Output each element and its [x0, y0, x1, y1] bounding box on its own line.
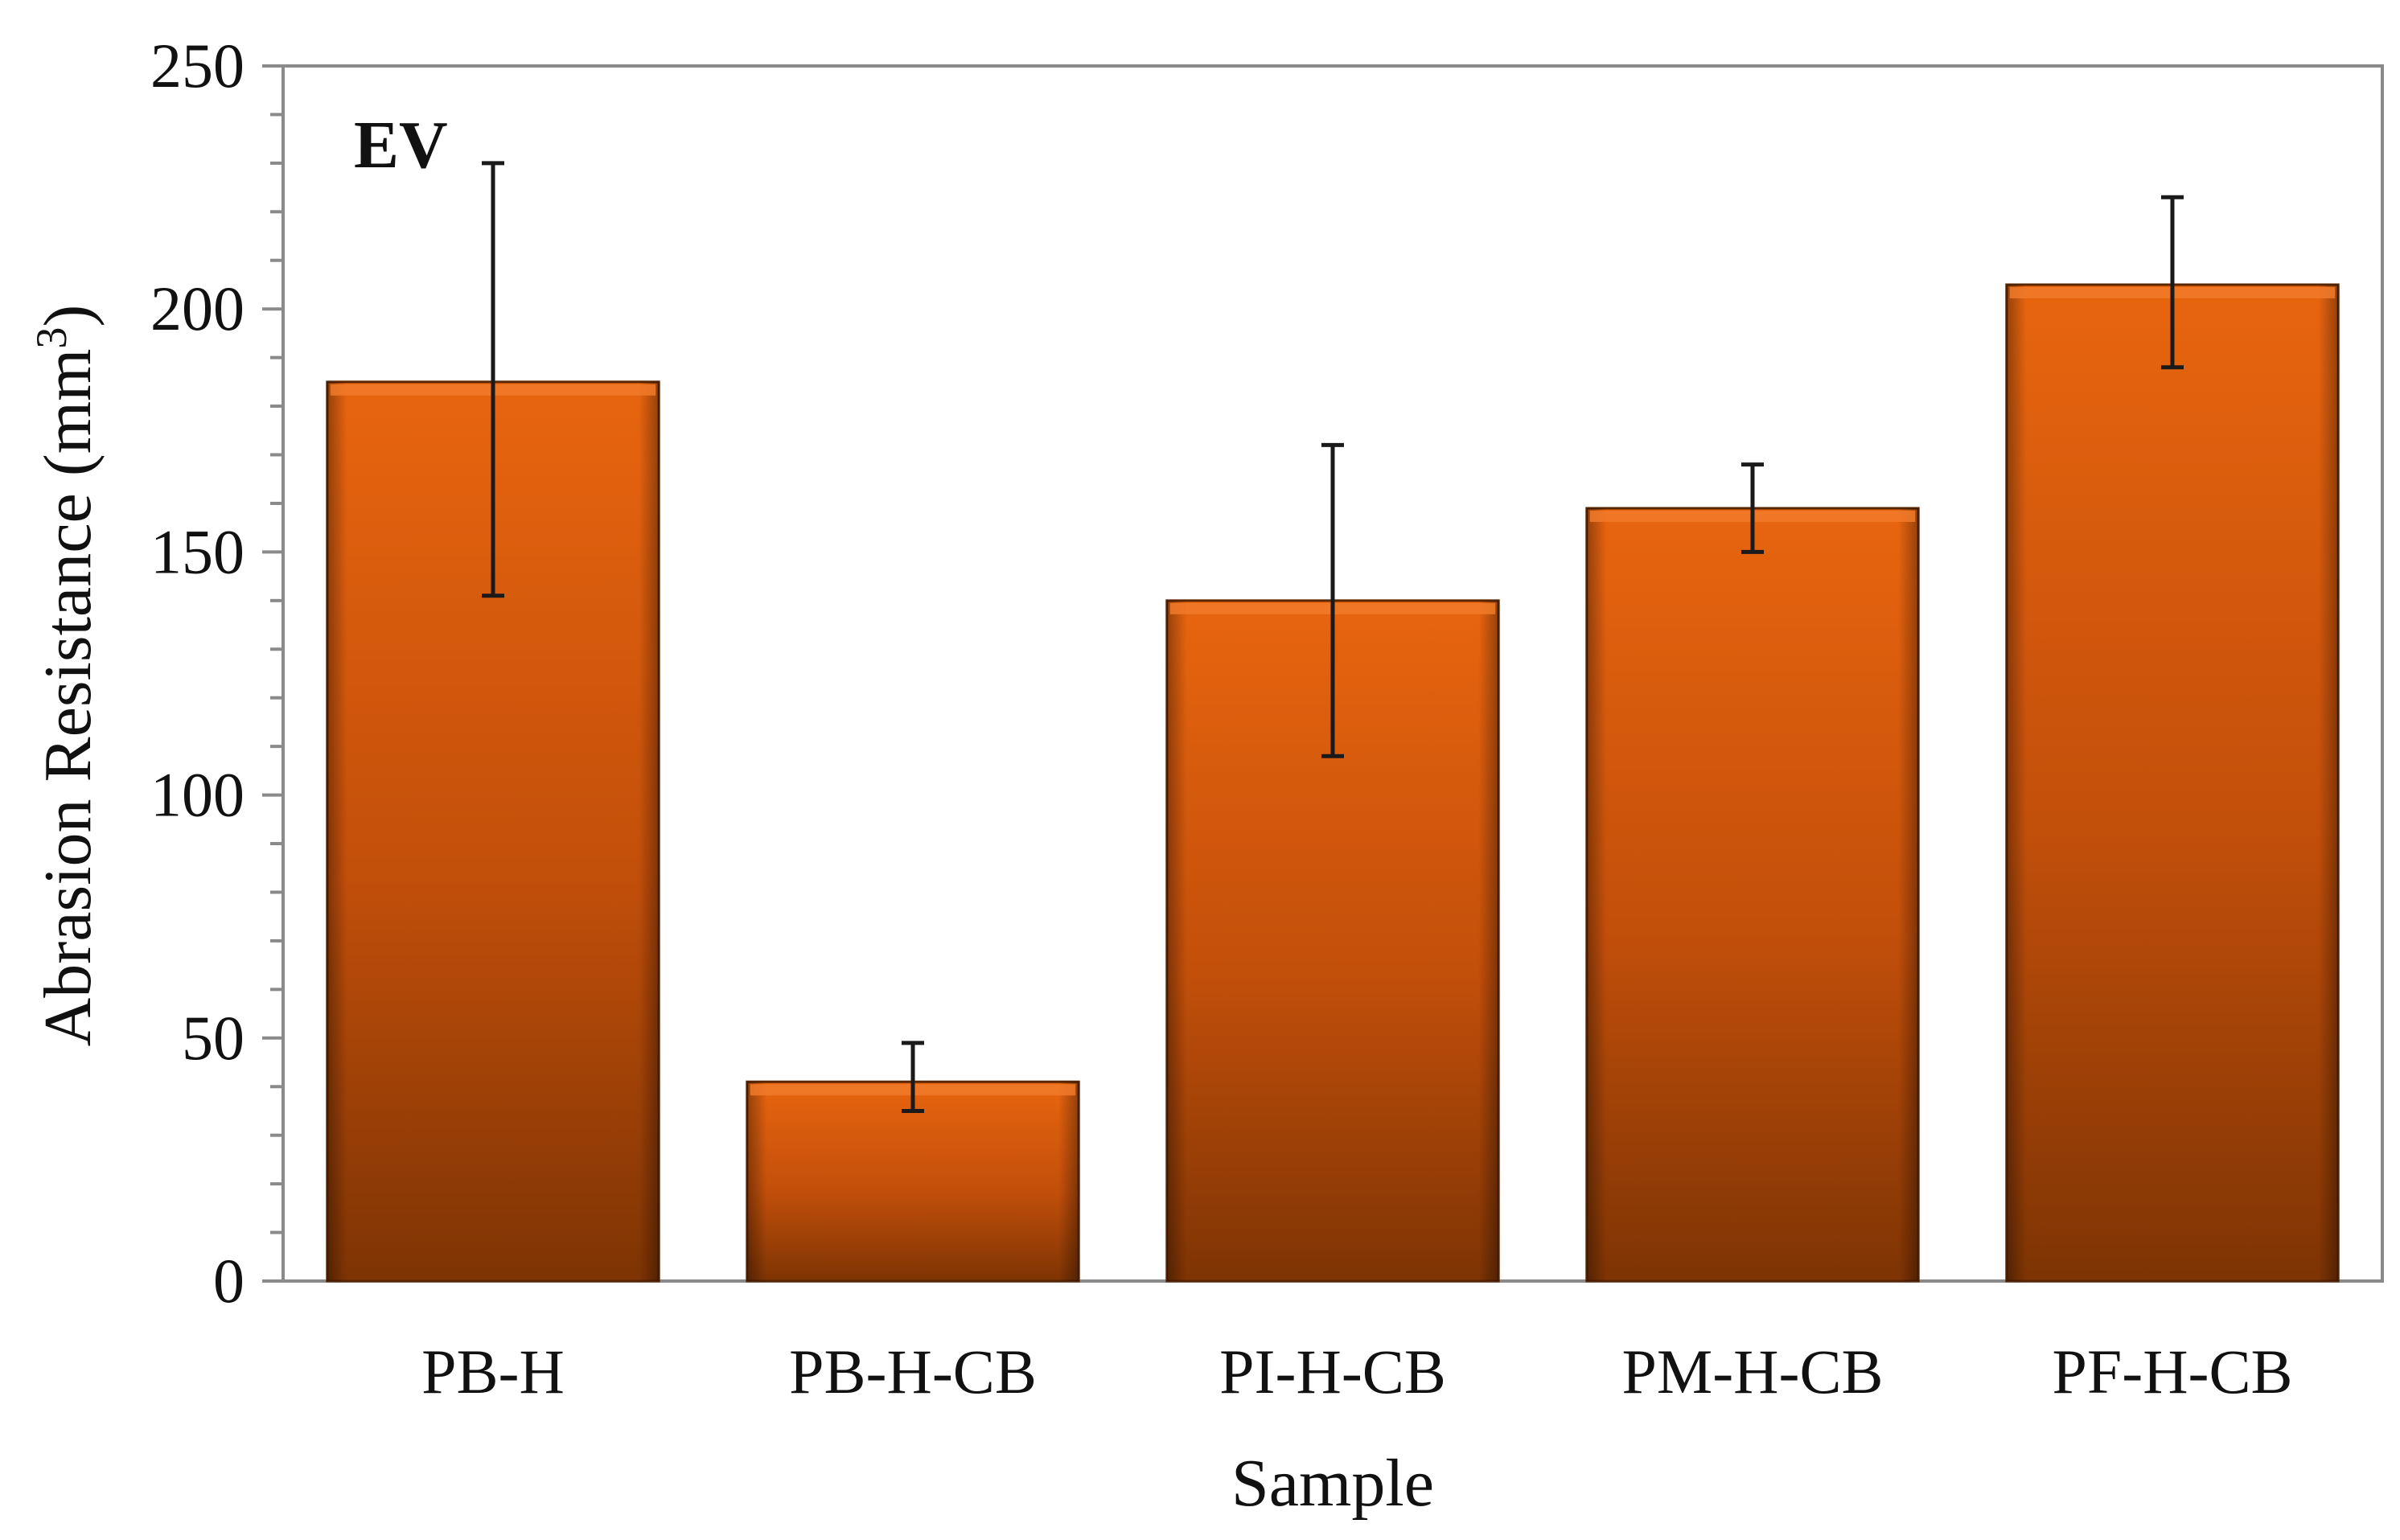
y-axis-title: Abrasion Resistance (mm3)	[27, 305, 105, 1047]
bar-pm-h-cb	[1585, 507, 1920, 1283]
bar-bevel	[1586, 508, 1919, 1281]
bar-bevel	[746, 1082, 1079, 1281]
y-axis-title-main: Abrasion Resistance (mm	[31, 349, 105, 1047]
bar-pf-h-cb	[2005, 283, 2340, 1283]
panel-label: EV	[354, 108, 448, 183]
error-bar-pm-h-cb	[1741, 462, 1764, 554]
x-tick-label: PB-H-CB	[789, 1337, 1037, 1407]
error-bar-pi-h-cb	[1321, 442, 1344, 758]
y-tick-label: 200	[150, 273, 245, 343]
error-bar-pf-h-cb	[2161, 195, 2184, 370]
y-tick-label: 100	[150, 760, 245, 830]
bar-bevel	[2006, 284, 2339, 1282]
bar-pb-h-cb	[746, 1080, 1080, 1283]
y-tick-label: 0	[213, 1246, 245, 1316]
x-tick-label: PM-H-CB	[1621, 1337, 1883, 1407]
y-axis-title-superscript: 3	[27, 327, 76, 349]
x-axis-title: Sample	[1231, 1446, 1434, 1521]
y-tick-label: 150	[150, 516, 245, 586]
x-tick-label: PI-H-CB	[1219, 1337, 1446, 1407]
y-axis-title-close: )	[31, 305, 105, 327]
x-tick-label: PB-H	[421, 1337, 565, 1407]
x-tick-label: PF-H-CB	[2052, 1337, 2292, 1407]
error-bar-pb-h	[482, 161, 504, 598]
y-tick-label: 50	[182, 1003, 245, 1073]
y-tick-label: 250	[150, 31, 245, 101]
error-bar-pb-h-cb	[902, 1041, 924, 1113]
